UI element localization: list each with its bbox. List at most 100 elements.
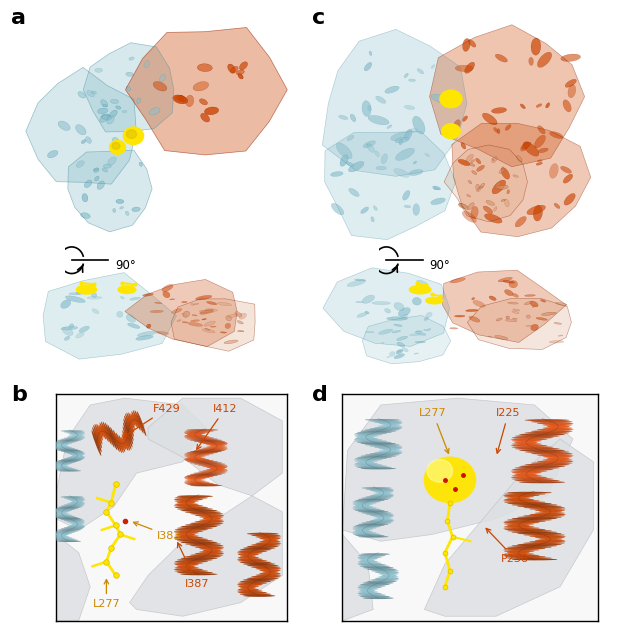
Ellipse shape bbox=[190, 462, 222, 463]
Polygon shape bbox=[43, 273, 176, 359]
Ellipse shape bbox=[355, 465, 387, 467]
Ellipse shape bbox=[382, 424, 400, 426]
Ellipse shape bbox=[176, 565, 195, 567]
Ellipse shape bbox=[378, 448, 402, 449]
Ellipse shape bbox=[355, 463, 378, 465]
Ellipse shape bbox=[67, 436, 85, 438]
Ellipse shape bbox=[186, 452, 218, 453]
Ellipse shape bbox=[240, 580, 271, 582]
Ellipse shape bbox=[174, 568, 203, 570]
Ellipse shape bbox=[259, 570, 281, 572]
Ellipse shape bbox=[206, 444, 227, 445]
Text: I412: I412 bbox=[197, 404, 238, 449]
Ellipse shape bbox=[381, 574, 397, 577]
Ellipse shape bbox=[534, 135, 545, 148]
Ellipse shape bbox=[503, 554, 540, 556]
Ellipse shape bbox=[382, 449, 400, 451]
Ellipse shape bbox=[416, 331, 422, 332]
Ellipse shape bbox=[537, 52, 552, 67]
Ellipse shape bbox=[357, 436, 375, 438]
Ellipse shape bbox=[79, 326, 89, 332]
Ellipse shape bbox=[539, 538, 562, 540]
Ellipse shape bbox=[133, 410, 141, 431]
Ellipse shape bbox=[70, 433, 85, 435]
Ellipse shape bbox=[54, 467, 72, 468]
Ellipse shape bbox=[468, 203, 474, 209]
Ellipse shape bbox=[197, 64, 212, 72]
Ellipse shape bbox=[558, 335, 563, 336]
Ellipse shape bbox=[370, 490, 394, 492]
Ellipse shape bbox=[484, 214, 502, 223]
Ellipse shape bbox=[209, 468, 225, 469]
Ellipse shape bbox=[175, 506, 208, 509]
Ellipse shape bbox=[524, 432, 569, 434]
Ellipse shape bbox=[54, 531, 75, 533]
Ellipse shape bbox=[450, 278, 465, 283]
Ellipse shape bbox=[373, 491, 394, 493]
Ellipse shape bbox=[110, 427, 120, 452]
Ellipse shape bbox=[463, 38, 470, 51]
Ellipse shape bbox=[363, 582, 394, 584]
Ellipse shape bbox=[511, 559, 558, 561]
Ellipse shape bbox=[239, 555, 256, 557]
Ellipse shape bbox=[135, 410, 144, 433]
Ellipse shape bbox=[146, 324, 151, 328]
Ellipse shape bbox=[87, 296, 102, 300]
Ellipse shape bbox=[67, 525, 85, 527]
Ellipse shape bbox=[163, 291, 170, 298]
Ellipse shape bbox=[184, 435, 205, 436]
Ellipse shape bbox=[235, 312, 242, 317]
Ellipse shape bbox=[556, 303, 567, 305]
Ellipse shape bbox=[504, 526, 534, 527]
Ellipse shape bbox=[472, 298, 474, 300]
Ellipse shape bbox=[375, 572, 399, 573]
Ellipse shape bbox=[92, 308, 99, 314]
Ellipse shape bbox=[184, 454, 210, 456]
Ellipse shape bbox=[469, 316, 480, 322]
Ellipse shape bbox=[72, 435, 83, 436]
Ellipse shape bbox=[126, 86, 131, 90]
Ellipse shape bbox=[355, 530, 370, 531]
Ellipse shape bbox=[565, 79, 576, 87]
Ellipse shape bbox=[240, 561, 271, 563]
Ellipse shape bbox=[517, 543, 562, 545]
Ellipse shape bbox=[538, 148, 549, 153]
Ellipse shape bbox=[64, 452, 85, 453]
Ellipse shape bbox=[243, 547, 275, 549]
Ellipse shape bbox=[376, 492, 392, 494]
Ellipse shape bbox=[259, 573, 281, 575]
Ellipse shape bbox=[231, 67, 238, 73]
Ellipse shape bbox=[516, 156, 522, 162]
Ellipse shape bbox=[540, 300, 546, 302]
Ellipse shape bbox=[228, 64, 235, 73]
Ellipse shape bbox=[200, 309, 213, 314]
Ellipse shape bbox=[60, 519, 83, 520]
Ellipse shape bbox=[537, 160, 542, 162]
Ellipse shape bbox=[395, 137, 409, 143]
Ellipse shape bbox=[126, 314, 136, 323]
Ellipse shape bbox=[184, 458, 205, 459]
Ellipse shape bbox=[94, 424, 102, 444]
Ellipse shape bbox=[243, 579, 275, 581]
Ellipse shape bbox=[360, 430, 396, 432]
Ellipse shape bbox=[379, 329, 393, 334]
Ellipse shape bbox=[113, 430, 122, 453]
Ellipse shape bbox=[563, 174, 573, 183]
Circle shape bbox=[123, 127, 144, 145]
Ellipse shape bbox=[504, 523, 534, 525]
Ellipse shape bbox=[353, 529, 373, 530]
Ellipse shape bbox=[195, 552, 224, 555]
Ellipse shape bbox=[545, 103, 550, 108]
Ellipse shape bbox=[382, 342, 384, 344]
Ellipse shape bbox=[237, 321, 243, 324]
Ellipse shape bbox=[372, 301, 391, 305]
Ellipse shape bbox=[204, 321, 215, 326]
Ellipse shape bbox=[240, 593, 271, 595]
Ellipse shape bbox=[399, 140, 403, 145]
Ellipse shape bbox=[357, 593, 382, 595]
Ellipse shape bbox=[131, 412, 138, 428]
Ellipse shape bbox=[527, 205, 545, 215]
Ellipse shape bbox=[374, 451, 403, 453]
Ellipse shape bbox=[56, 531, 78, 532]
Ellipse shape bbox=[499, 168, 505, 173]
